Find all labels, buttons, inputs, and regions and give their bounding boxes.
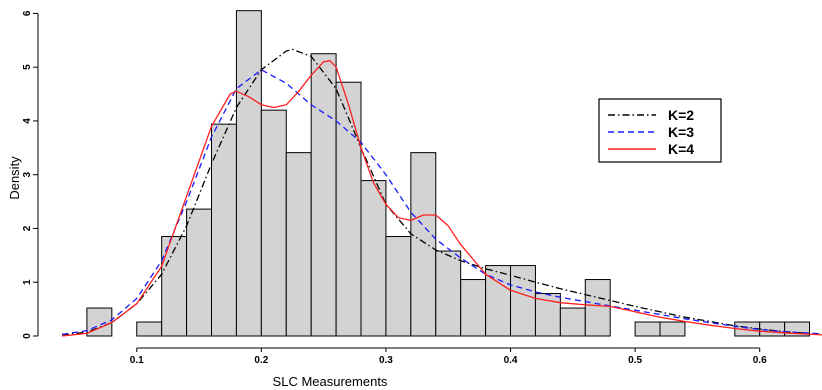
density-curve-k4 [61,60,822,337]
y-axis-title: Density [7,156,22,200]
histogram-bar [335,81,362,337]
x-tick-label: 0.3 [379,355,393,366]
x-tick-label: 0.6 [753,355,767,366]
histogram-bar [211,123,237,337]
histogram-bar [584,279,611,337]
histogram-bar [260,109,287,337]
histogram-bar [161,236,188,337]
histogram-bar [510,265,536,337]
histogram-bar [435,250,462,337]
y-tick-label: 6 [22,10,33,16]
histogram-bar [360,180,387,337]
y-tick-label: 0 [22,333,33,339]
axes: 0 1 2 3 4 5 6 0.1 0.2 0.3 0.4 0.5 0.6 [22,10,767,366]
histogram-bar [634,321,661,337]
legend-box [598,98,722,163]
histogram-bar [759,321,786,337]
x-tick-label: 0.5 [628,355,642,366]
x-tick-label: 0.1 [130,355,144,366]
histogram-bar [186,208,213,337]
histogram-bar [559,307,586,337]
legend-label-k3: K=3 [668,124,694,140]
density-curve-k2 [61,48,822,336]
histogram-bar [285,152,312,337]
histogram-bar [385,236,412,337]
y-tick-label: 5 [22,64,33,70]
density-curve-k3 [61,69,822,336]
legend-label-k2: K=2 [668,107,694,123]
histogram-bar [136,321,163,337]
y-tick-label: 3 [22,171,33,177]
histogram-bar [410,152,437,337]
histogram-bar [310,53,337,337]
histogram-bar [659,321,686,337]
x-tick-label: 0.2 [254,355,268,366]
density-curves [61,48,822,337]
histogram-bar [460,279,487,337]
x-axis-title: SLC Measurements [273,374,388,389]
x-tick-label: 0.4 [504,355,518,366]
histogram-bar [235,10,262,337]
y-tick-label: 2 [22,225,33,231]
legend-label-k4: K=4 [668,141,694,157]
y-tick-label: 4 [22,118,33,124]
y-tick-label: 1 [22,279,33,285]
legend: K=2 K=3 K=4 [598,98,722,163]
